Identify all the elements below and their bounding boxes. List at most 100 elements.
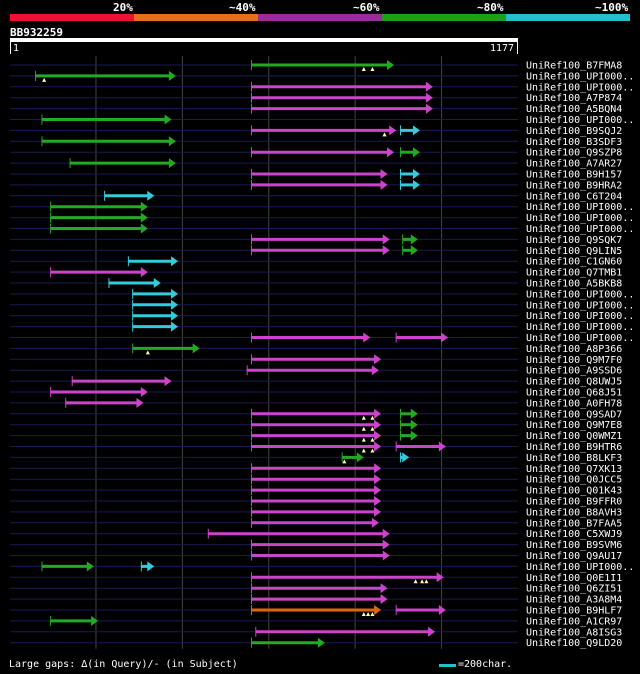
hit-label[interactable]: UniRef100_A1CR97: [526, 616, 622, 627]
hit-row[interactable]: UniRef100_Q9LIN5: [10, 245, 622, 257]
hit-row[interactable]: UniRef100_C1GN60: [10, 256, 622, 268]
hit-row[interactable]: UniRef100_Q6ZI51: [10, 583, 622, 595]
hit-row[interactable]: UniRef100_B3SDF3: [10, 136, 622, 148]
hit-row[interactable]: UniRef100_A0FH78: [10, 397, 622, 410]
hit-label[interactable]: UniRef100_B3SDF3: [526, 137, 622, 148]
hit-label[interactable]: UniRef100_Q0WMZ1: [526, 431, 622, 442]
hit-row[interactable]: UniRef100_UPI000..: [10, 310, 634, 323]
hit-row[interactable]: UniRef100_Q0E1I1: [10, 572, 622, 584]
hit-label[interactable]: UniRef100_A8ISG3: [526, 627, 622, 638]
hit-row[interactable]: UniRef100_Q9M7E8: [10, 419, 622, 432]
hit-label[interactable]: UniRef100_Q9SZP8: [526, 148, 622, 159]
hit-label[interactable]: UniRef100_C5XWJ9: [526, 529, 622, 540]
hit-label[interactable]: UniRef100_A5BQN4: [526, 104, 622, 115]
hit-row[interactable]: UniRef100_A8ISG3: [10, 626, 622, 639]
hit-label[interactable]: UniRef100_B9FFR0: [526, 497, 622, 508]
hit-label[interactable]: UniRef100_Q01K43: [526, 486, 622, 497]
hit-label[interactable]: UniRef100_UPI000..: [526, 213, 634, 224]
hit-row[interactable]: UniRef100_B9FFR0: [10, 496, 622, 508]
hit-row[interactable]: UniRef100_UPI000..: [10, 299, 634, 312]
hit-row[interactable]: UniRef100_UPI000..: [10, 321, 634, 334]
hit-row[interactable]: UniRef100_Q9LD20: [10, 637, 622, 650]
hit-row[interactable]: UniRef100_A7P874: [10, 92, 622, 105]
hit-label[interactable]: UniRef100_Q8UWJ5: [526, 377, 622, 388]
hit-label[interactable]: UniRef100_B9SQJ2: [526, 126, 622, 137]
hit-row[interactable]: UniRef100_A3A8M4: [10, 594, 622, 606]
hit-row[interactable]: UniRef100_A5BKB8: [10, 278, 622, 290]
hit-label[interactable]: UniRef100_UPI000..: [526, 202, 634, 213]
hit-row[interactable]: UniRef100_B9HRA2: [10, 179, 622, 192]
hit-row[interactable]: UniRef100_B7FAA5: [10, 517, 622, 530]
hit-row[interactable]: UniRef100_UPI000..: [10, 212, 634, 225]
hit-row[interactable]: UniRef100_UPI000..: [10, 332, 634, 345]
hit-label[interactable]: UniRef100_B9H157: [526, 170, 622, 181]
hit-row[interactable]: UniRef100_B9H157: [10, 169, 622, 181]
hit-label[interactable]: UniRef100_Q7XK13: [526, 464, 622, 475]
hit-row[interactable]: UniRef100_C6T204: [10, 190, 622, 203]
hit-label[interactable]: UniRef100_Q0JCC5: [526, 475, 622, 486]
hit-label[interactable]: UniRef100_Q9SAD7: [526, 409, 622, 420]
hit-label[interactable]: UniRef100_Q7TMB1: [526, 268, 622, 279]
hit-label[interactable]: UniRef100_A7AR27: [526, 159, 622, 170]
hit-row[interactable]: UniRef100_B8AVH3: [10, 506, 622, 519]
hit-row[interactable]: UniRef100_Q9SQK7: [10, 234, 622, 246]
hit-label[interactable]: UniRef100_B9HLF7: [526, 606, 622, 617]
hit-label[interactable]: UniRef100_Q9LIN5: [526, 246, 622, 257]
hit-label[interactable]: UniRef100_Q9M7F0: [526, 355, 622, 366]
hit-label[interactable]: UniRef100_UPI000..: [526, 300, 634, 311]
hit-row[interactable]: UniRef100_Q68J51: [10, 387, 622, 399]
hit-row[interactable]: UniRef100_Q0JCC5: [10, 474, 622, 486]
hit-row[interactable]: UniRef100_Q9M7F0: [10, 354, 622, 366]
hit-row[interactable]: UniRef100_A7AR27: [10, 158, 622, 170]
hit-row[interactable]: UniRef100_Q9SZP8: [10, 147, 622, 159]
hit-label[interactable]: UniRef100_A9SSD6: [526, 366, 622, 377]
hit-label[interactable]: UniRef100_UPI000..: [526, 333, 634, 344]
hit-row[interactable]: UniRef100_B7FMA8: [10, 60, 622, 72]
hit-label[interactable]: UniRef100_B9SVM6: [526, 540, 622, 551]
hit-row[interactable]: UniRef100_A1CR97: [10, 615, 622, 628]
hit-row[interactable]: UniRef100_A8P366: [10, 343, 622, 355]
hit-row[interactable]: UniRef100_Q7TMB1: [10, 267, 622, 279]
hit-label[interactable]: UniRef100_A8P366: [526, 344, 622, 355]
hit-label[interactable]: UniRef100_B7FAA5: [526, 518, 622, 529]
hit-row[interactable]: UniRef100_Q9AU17: [10, 550, 622, 563]
hit-label[interactable]: UniRef100_A0FH78: [526, 398, 622, 409]
hit-row[interactable]: UniRef100_UPI000..: [10, 70, 634, 83]
hit-label[interactable]: UniRef100_A7P874: [526, 93, 622, 104]
hit-row[interactable]: UniRef100_UPI000..: [10, 223, 634, 236]
hit-row[interactable]: UniRef100_B9HTR6: [10, 441, 622, 454]
hit-label[interactable]: UniRef100_Q0E1I1: [526, 573, 622, 584]
hit-label[interactable]: UniRef100_UPI000..: [526, 115, 634, 126]
hit-label[interactable]: UniRef100_A3A8M4: [526, 595, 622, 606]
hit-label[interactable]: UniRef100_UPI000..: [526, 562, 634, 573]
hit-label[interactable]: UniRef100_B8LKF3: [526, 453, 622, 464]
hit-row[interactable]: UniRef100_Q7XK13: [10, 463, 622, 475]
hit-row[interactable]: UniRef100_B9SQJ2: [10, 125, 622, 137]
hit-label[interactable]: UniRef100_Q6ZI51: [526, 584, 622, 595]
hit-row[interactable]: UniRef100_UPI000..: [10, 201, 634, 214]
hit-row[interactable]: UniRef100_Q9SAD7: [10, 408, 622, 421]
hit-label[interactable]: UniRef100_UPI000..: [526, 311, 634, 322]
hit-label[interactable]: UniRef100_B9HRA2: [526, 180, 622, 191]
hit-row[interactable]: UniRef100_Q8UWJ5: [10, 376, 622, 388]
hit-row[interactable]: UniRef100_Q01K43: [10, 485, 622, 497]
hit-row[interactable]: UniRef100_UPI000..: [10, 114, 634, 127]
hit-row[interactable]: UniRef100_A5BQN4: [10, 103, 622, 116]
hit-label[interactable]: UniRef100_C1GN60: [526, 257, 622, 268]
hit-row[interactable]: UniRef100_B9SVM6: [10, 539, 622, 552]
hit-label[interactable]: UniRef100_UPI000..: [526, 71, 634, 82]
hit-label[interactable]: UniRef100_C6T204: [526, 191, 622, 202]
hit-label[interactable]: UniRef100_UPI000..: [526, 224, 634, 235]
hit-label[interactable]: UniRef100_B7FMA8: [526, 61, 622, 72]
hit-row[interactable]: UniRef100_UPI000..: [10, 288, 634, 301]
hit-row[interactable]: UniRef100_B9HLF7: [10, 605, 622, 617]
hit-label[interactable]: UniRef100_Q9SQK7: [526, 235, 622, 246]
hit-label[interactable]: UniRef100_Q9LD20: [526, 638, 622, 649]
hit-label[interactable]: UniRef100_UPI000..: [526, 322, 634, 333]
hit-label[interactable]: UniRef100_UPI000..: [526, 82, 634, 93]
hit-label[interactable]: UniRef100_Q68J51: [526, 388, 622, 399]
hit-row[interactable]: UniRef100_B8LKF3: [10, 452, 622, 464]
hit-row[interactable]: UniRef100_C5XWJ9: [10, 528, 622, 541]
hit-label[interactable]: UniRef100_A5BKB8: [526, 279, 622, 290]
hit-label[interactable]: UniRef100_B9HTR6: [526, 442, 622, 453]
